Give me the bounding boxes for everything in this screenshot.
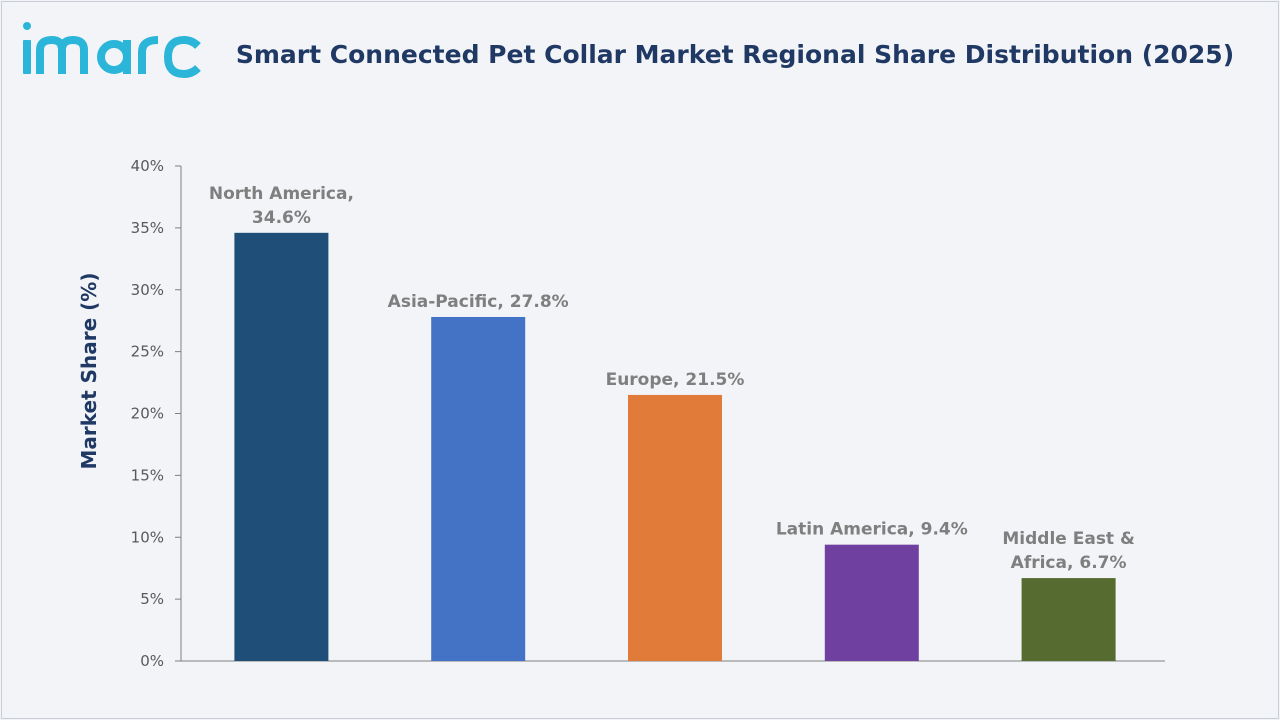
bar-latin-america xyxy=(824,544,919,661)
y-tick-label: 35% xyxy=(131,219,164,237)
y-tick-label: 20% xyxy=(131,405,164,423)
data-label: Europe, 21.5% xyxy=(606,370,745,390)
bars xyxy=(234,232,1116,661)
y-axis-label: Market Share (%) xyxy=(77,273,101,470)
data-label: North America, xyxy=(209,184,354,204)
data-labels: North America, 34.6% Asia-Pacific, 27.8% Eu… xyxy=(209,184,1135,573)
y-tick-label: 0% xyxy=(140,652,164,670)
data-label: Africa, 6.7% xyxy=(1011,553,1127,573)
imarc-logo: imarc xyxy=(23,22,201,79)
y-tick-label: 10% xyxy=(131,528,164,546)
data-label: Asia-Pacific, 27.8% xyxy=(388,292,569,312)
bar-north-america xyxy=(234,232,329,661)
y-tick-label: 5% xyxy=(140,590,164,608)
chart-title: Smart Connected Pet Collar Market Region… xyxy=(235,40,1235,69)
y-tick-label: 15% xyxy=(131,466,164,484)
y-axis: 0% 5% 10% 15% 20% 25% 30% 35% 40% xyxy=(131,157,1165,670)
bar-asia-pacific xyxy=(431,316,526,661)
data-label: Latin America, 9.4% xyxy=(776,520,968,540)
bar-europe xyxy=(628,394,722,661)
data-label: Middle East & xyxy=(1002,529,1135,549)
y-tick-label: 40% xyxy=(131,157,164,175)
data-label: 34.6% xyxy=(252,208,311,228)
y-tick-label: 30% xyxy=(131,281,164,299)
bar-middle-east-africa xyxy=(1021,578,1116,661)
y-tick-label: 25% xyxy=(131,343,164,361)
